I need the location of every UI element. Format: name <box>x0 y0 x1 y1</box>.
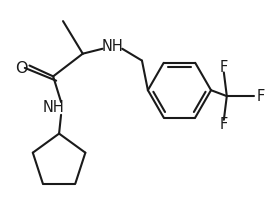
Text: NH: NH <box>42 100 64 115</box>
Text: O: O <box>15 61 28 76</box>
Text: NH: NH <box>101 39 123 54</box>
Text: F: F <box>220 60 228 75</box>
Text: F: F <box>220 117 228 132</box>
Text: F: F <box>256 89 264 104</box>
